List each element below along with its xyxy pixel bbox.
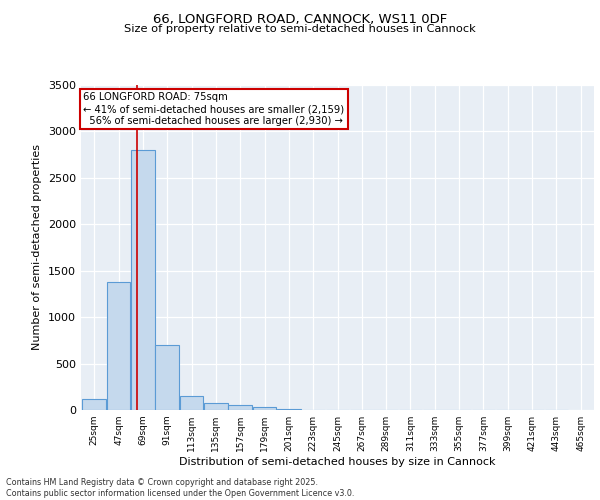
- Text: Contains HM Land Registry data © Crown copyright and database right 2025.
Contai: Contains HM Land Registry data © Crown c…: [6, 478, 355, 498]
- Bar: [82, 399, 106, 410]
- X-axis label: Distribution of semi-detached houses by size in Cannock: Distribution of semi-detached houses by …: [179, 457, 496, 467]
- Bar: [155, 345, 179, 410]
- Y-axis label: Number of semi-detached properties: Number of semi-detached properties: [32, 144, 43, 350]
- Text: Size of property relative to semi-detached houses in Cannock: Size of property relative to semi-detach…: [124, 24, 476, 34]
- Text: 66, LONGFORD ROAD, CANNOCK, WS11 0DF: 66, LONGFORD ROAD, CANNOCK, WS11 0DF: [153, 12, 447, 26]
- Bar: [131, 150, 155, 410]
- Bar: [107, 282, 130, 410]
- Bar: [204, 402, 228, 410]
- Text: 66 LONGFORD ROAD: 75sqm
← 41% of semi-detached houses are smaller (2,159)
  56% : 66 LONGFORD ROAD: 75sqm ← 41% of semi-de…: [83, 92, 344, 126]
- Bar: [277, 409, 301, 410]
- Bar: [253, 407, 277, 410]
- Bar: [179, 396, 203, 410]
- Bar: [229, 406, 252, 410]
